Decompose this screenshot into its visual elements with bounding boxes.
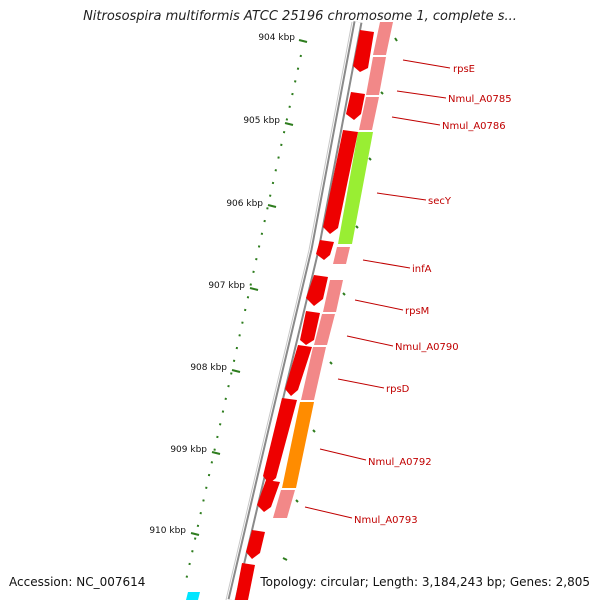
gene-labels: rpsE Nmul_A0785 Nmul_A0786 secY infA rps… (304, 59, 512, 526)
gene-label-Nmul_A0786: Nmul_A0786 (442, 121, 506, 132)
gene-arrow-5 (306, 275, 328, 306)
scale-ticks: 904 kbp 905 kbp 906 kbp 907 kbp 908 kbp … (149, 33, 308, 536)
gene-block-rpsE (366, 57, 386, 95)
gene-block-cyan (186, 592, 200, 600)
tick-label-910: 910 kbp (149, 526, 186, 536)
tick-label-908: 908 kbp (190, 363, 227, 373)
gene-label-rpsE: rpsE (453, 64, 475, 75)
gene-arrow-7 (285, 345, 312, 396)
tick-906 (267, 204, 277, 208)
gene-block-Nmul_A0785 (359, 97, 379, 130)
tick-label-904: 904 kbp (258, 33, 295, 43)
gene-label-rpsD: rpsD (386, 384, 410, 395)
gene-block-rpsM (323, 280, 343, 312)
tick-label-907: 907 kbp (208, 281, 245, 291)
gene-arrow-1 (353, 30, 374, 72)
gene-block-Nmul_A0790 (314, 314, 335, 345)
gene-label-Nmul_A0790: Nmul_A0790 (395, 342, 459, 353)
gene-arrow-2 (346, 92, 365, 120)
gene-arrow-3 (323, 130, 358, 234)
gene-arrow-8 (263, 398, 297, 484)
tick-label-906: 906 kbp (226, 199, 263, 209)
tick-907 (249, 287, 259, 291)
tick-label-905: 905 kbp (243, 116, 280, 126)
gene-arrow-9 (257, 480, 280, 512)
tick-909 (211, 451, 221, 455)
gene-track-inner (235, 30, 374, 600)
accession-text: Accession: NC_007614 (9, 575, 146, 589)
tick-910 (190, 532, 200, 536)
gene-arrow-4 (316, 240, 334, 260)
gene-arrow-10 (246, 530, 265, 559)
gene-label-Nmul_A0785: Nmul_A0785 (448, 94, 512, 105)
chromosome-backbone (225, 21, 363, 600)
gene-label-Nmul_A0792: Nmul_A0792 (368, 457, 432, 468)
gene-arrow-6 (300, 311, 320, 345)
gene-arrow-11 (235, 563, 255, 600)
gene-block-secY (338, 132, 373, 244)
gene-block-Nmul_A0792 (282, 402, 314, 488)
gene-label-rpsM: rpsM (405, 306, 429, 317)
tick-908 (231, 369, 241, 373)
gene-block-top (373, 22, 393, 55)
gene-track-outer (273, 22, 393, 518)
topology-summary: Topology: circular; Length: 3,184,243 bp… (260, 575, 590, 589)
tick-904 (298, 39, 308, 43)
gene-label-Nmul_A0793: Nmul_A0793 (354, 515, 418, 526)
gene-block-Nmul_A0793 (273, 490, 295, 518)
tick-905 (284, 122, 294, 126)
map-title: Nitrosospira multiformis ATCC 25196 chro… (83, 9, 517, 24)
gene-label-infA: infA (412, 264, 432, 275)
gene-block-rpsD (301, 347, 326, 400)
tick-label-909: 909 kbp (170, 445, 207, 455)
gene-label-secY: secY (428, 196, 452, 207)
outer-marks (282, 37, 398, 561)
gene-block-infA (333, 247, 350, 264)
